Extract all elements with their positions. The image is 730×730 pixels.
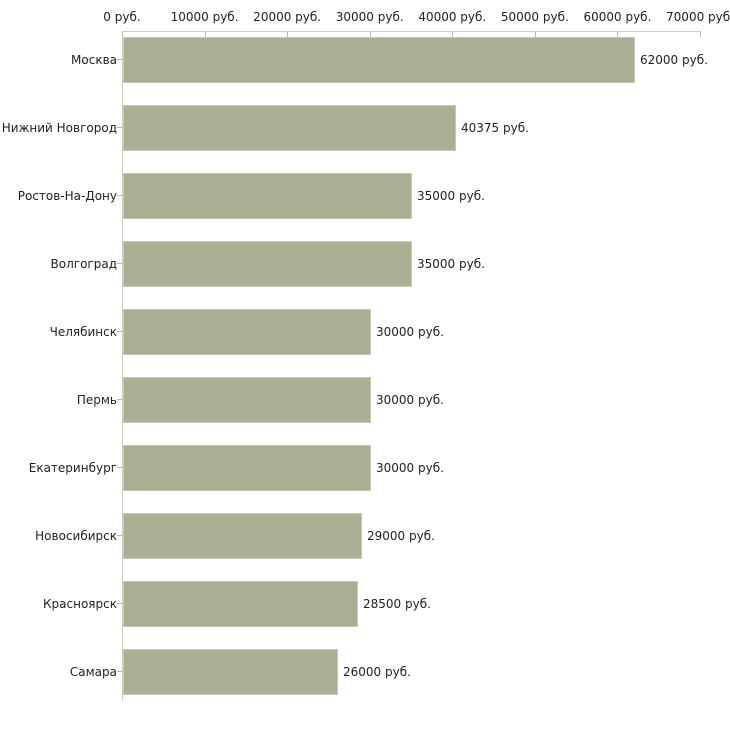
- bar-row: Ростов-На-Дону 35000 руб.: [0, 173, 730, 219]
- x-axis-tick-mark: [452, 32, 453, 37]
- bar: [123, 581, 358, 627]
- x-axis-tick-label: 0 руб.: [103, 10, 141, 24]
- value-label: 30000 руб.: [376, 325, 444, 339]
- y-axis-tick-mark: [117, 263, 122, 264]
- bar: [123, 377, 371, 423]
- bar: [123, 445, 371, 491]
- value-label: 29000 руб.: [367, 529, 435, 543]
- y-axis-tick-mark: [117, 127, 122, 128]
- category-label: Пермь: [76, 393, 117, 407]
- x-axis-line: [122, 31, 701, 32]
- bar-row: Екатеринбург 30000 руб.: [0, 445, 730, 491]
- x-axis-tick-mark: [617, 32, 618, 37]
- y-axis-tick-mark: [117, 59, 122, 60]
- bar-row: Волгоград 35000 руб.: [0, 241, 730, 287]
- x-axis-tick-label: 20000 руб.: [253, 10, 322, 24]
- y-axis-tick-mark: [117, 467, 122, 468]
- category-label: Москва: [71, 53, 117, 67]
- category-label: Волгоград: [50, 257, 117, 271]
- bar-row: Самара 26000 руб.: [0, 649, 730, 695]
- x-axis-tick-mark: [122, 32, 123, 37]
- bar: [123, 37, 635, 83]
- value-label: 35000 руб.: [417, 189, 485, 203]
- y-axis-line: [122, 31, 123, 701]
- x-axis-tick-mark: [535, 32, 536, 37]
- category-label: Нижний Новгород: [1, 121, 117, 135]
- bar-row: Пермь 30000 руб.: [0, 377, 730, 423]
- y-axis-tick-mark: [117, 195, 122, 196]
- x-axis-tick-mark: [700, 32, 701, 37]
- bar: [123, 241, 412, 287]
- value-label: 30000 руб.: [376, 461, 444, 475]
- value-label: 40375 руб.: [461, 121, 529, 135]
- x-axis-tick-label: 10000 руб.: [170, 10, 239, 24]
- bar-row: Челябинск 30000 руб.: [0, 309, 730, 355]
- x-axis-tick-label: 70000 руб.: [666, 10, 730, 24]
- bar: [123, 309, 371, 355]
- value-label: 26000 руб.: [343, 665, 411, 679]
- x-axis-tick-label: 60000 руб.: [583, 10, 652, 24]
- bar-row: Новосибирск 29000 руб.: [0, 513, 730, 559]
- category-label: Самара: [69, 665, 117, 679]
- category-label: Екатеринбург: [28, 461, 117, 475]
- value-label: 30000 руб.: [376, 393, 444, 407]
- y-axis-tick-mark: [117, 671, 122, 672]
- bar-row: Нижний Новгород 40375 руб.: [0, 105, 730, 151]
- y-axis-tick-mark: [117, 535, 122, 536]
- bar: [123, 513, 362, 559]
- category-label: Челябинск: [49, 325, 117, 339]
- x-axis-tick-label: 40000 руб.: [418, 10, 487, 24]
- value-label: 62000 руб.: [640, 53, 708, 67]
- category-label: Красноярск: [43, 597, 117, 611]
- x-axis-tick-mark: [370, 32, 371, 37]
- bar: [123, 173, 412, 219]
- x-axis-tick-mark: [205, 32, 206, 37]
- y-axis-tick-mark: [117, 603, 122, 604]
- x-axis-tick-label: 30000 руб.: [335, 10, 404, 24]
- y-axis-tick-mark: [117, 399, 122, 400]
- category-label: Ростов-На-Дону: [17, 189, 117, 203]
- value-label: 28500 руб.: [363, 597, 431, 611]
- value-label: 35000 руб.: [417, 257, 485, 271]
- bar: [123, 649, 338, 695]
- bar: [123, 105, 456, 151]
- x-axis-tick-mark: [287, 32, 288, 37]
- x-axis-tick-label: 50000 руб.: [500, 10, 569, 24]
- category-label: Новосибирск: [35, 529, 117, 543]
- y-axis-tick-mark: [117, 331, 122, 332]
- bar-row: Красноярск 28500 руб.: [0, 581, 730, 627]
- bar-row: Москва 62000 руб.: [0, 37, 730, 83]
